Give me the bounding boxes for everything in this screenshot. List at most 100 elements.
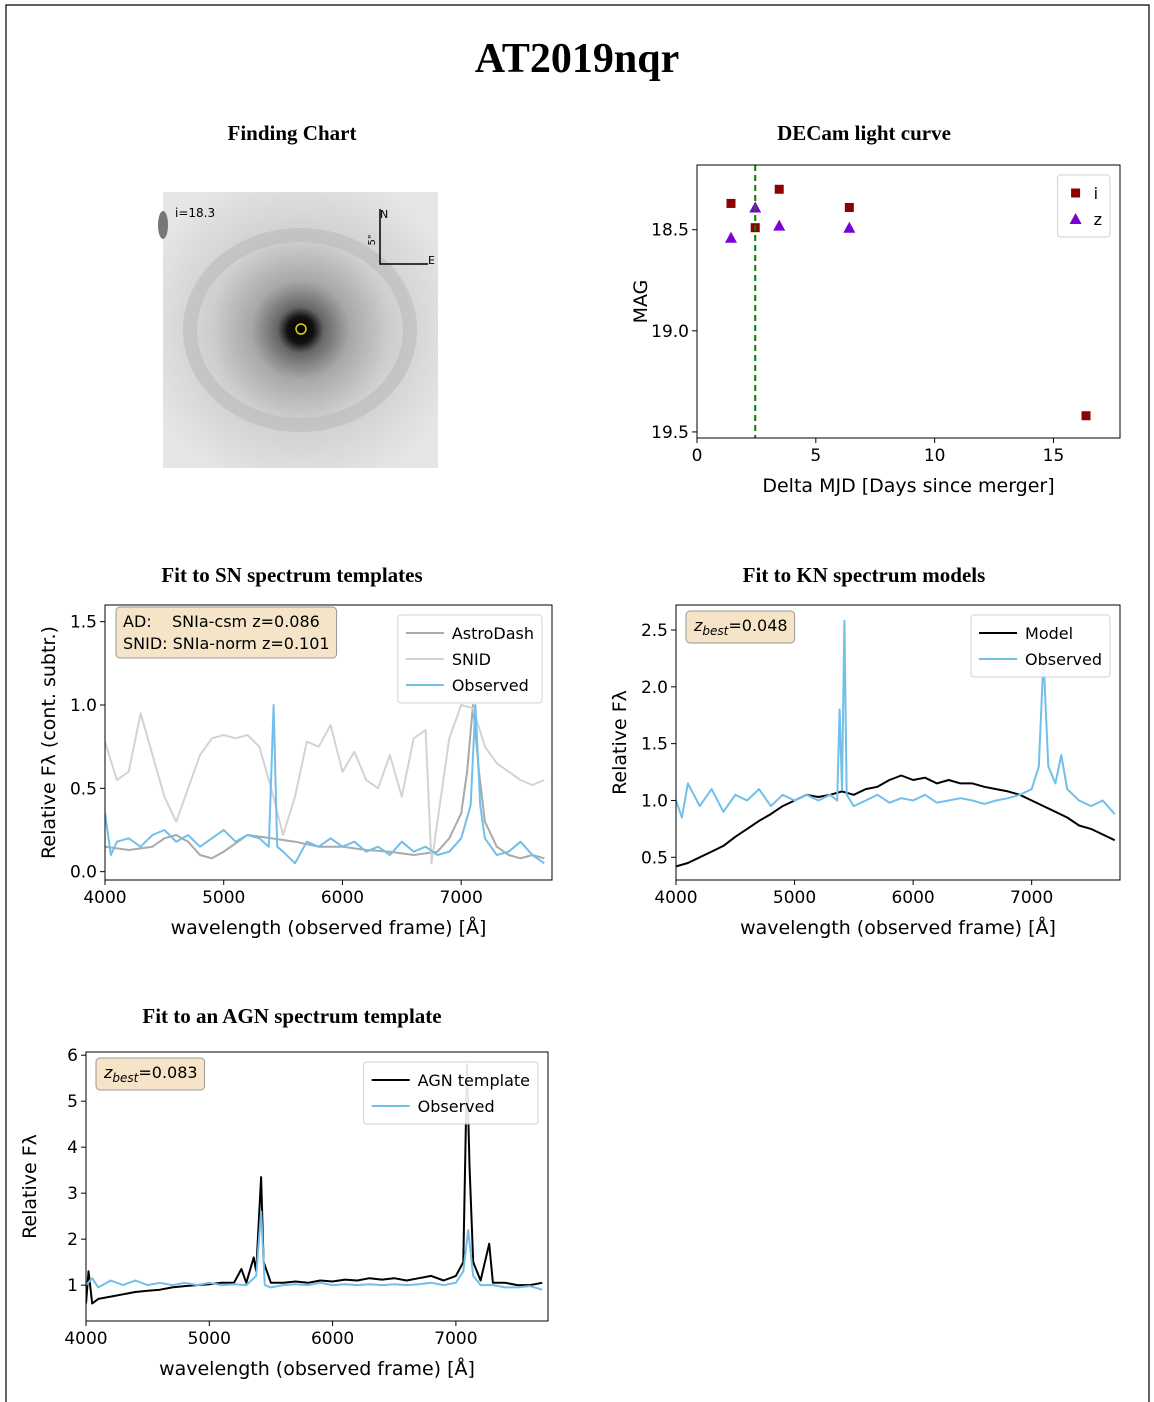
axes-frame bbox=[85, 1051, 549, 1322]
chart-panel: 4000 5000 6000 7000 0.5 1.0 1.5 2.0 2.5 wavelengt… bbox=[609, 604, 1121, 939]
axes-frame bbox=[675, 604, 1121, 881]
annotation: zbest=0.083 bbox=[95, 1057, 206, 1091]
legend-marker bbox=[1069, 213, 1082, 224]
legend-box bbox=[397, 614, 543, 704]
annotation: zbest=0.048 bbox=[685, 610, 796, 644]
compass bbox=[379, 209, 428, 265]
y-tick-label: 0.0 bbox=[70, 863, 97, 883]
series-line bbox=[676, 619, 1116, 819]
series-line bbox=[105, 704, 545, 860]
marker bbox=[726, 198, 736, 208]
legend-marker bbox=[1071, 188, 1081, 198]
plot-area bbox=[676, 619, 1116, 868]
legend-box bbox=[1057, 174, 1111, 238]
x-tick-label: 10 bbox=[924, 446, 946, 466]
x-tick-label: 15 bbox=[1043, 446, 1065, 466]
x-tick-label: 7000 bbox=[434, 1329, 477, 1349]
annotation-value: =0.048 bbox=[728, 616, 787, 635]
finding-chart: i=18.3 N E 5" bbox=[158, 192, 438, 468]
annotation-line: SNID: SNIa-norm z=0.101 bbox=[123, 634, 330, 653]
plot-area bbox=[724, 165, 1091, 438]
annotation-sub: best bbox=[112, 1071, 139, 1085]
legend: Model Observed bbox=[970, 614, 1111, 678]
annotation-sub: best bbox=[702, 624, 729, 638]
series-line bbox=[676, 774, 1116, 868]
y-tick-label: 6 bbox=[67, 1046, 78, 1066]
magnitude-label: i=18.3 bbox=[175, 206, 215, 220]
x-axis-label: wavelength (observed frame) [Å] bbox=[159, 1357, 475, 1380]
annotation-line: AD: SNIa-csm z=0.086 bbox=[123, 612, 320, 631]
legend-label: z bbox=[1094, 210, 1102, 229]
y-axis-label: Relative Fλ (cont. subtr.) bbox=[38, 626, 60, 859]
x-tick-label: 5000 bbox=[188, 1329, 231, 1349]
y-tick-label: 18.5 bbox=[651, 221, 689, 241]
x-tick-label: 5000 bbox=[202, 888, 245, 908]
panel-title: Fit to an AGN spectrum template bbox=[142, 1004, 441, 1028]
x-axis-label: wavelength (observed frame) [Å] bbox=[740, 916, 1056, 939]
plot-area bbox=[86, 1063, 543, 1305]
y-tick-label: 1 bbox=[67, 1276, 78, 1296]
marker bbox=[844, 202, 854, 212]
x-tick-label: 4000 bbox=[83, 888, 126, 908]
y-tick-label: 4 bbox=[67, 1138, 78, 1158]
x-tick-label: 6000 bbox=[311, 1329, 354, 1349]
axes-frame bbox=[104, 604, 553, 881]
y-tick-label: 1.5 bbox=[70, 613, 97, 633]
legend-box bbox=[363, 1061, 539, 1125]
panel-title: Fit to KN spectrum models bbox=[743, 563, 986, 587]
panel-title: DECam light curve bbox=[777, 121, 951, 145]
north-label: N bbox=[380, 208, 388, 221]
legend-label: Observed bbox=[1025, 650, 1102, 669]
page-title: AT2019nqr bbox=[475, 36, 680, 82]
marker bbox=[773, 219, 786, 231]
y-tick-label: 1.5 bbox=[641, 735, 668, 755]
legend: iz bbox=[1057, 174, 1111, 238]
panel-title: Fit to SN spectrum templates bbox=[161, 563, 422, 587]
east-label: E bbox=[428, 254, 435, 267]
x-axis-label: wavelength (observed frame) [Å] bbox=[171, 916, 487, 939]
x-tick-label: 4000 bbox=[654, 888, 697, 908]
plot-area bbox=[105, 704, 545, 865]
edge-source bbox=[158, 211, 168, 239]
legend-box bbox=[970, 614, 1111, 678]
legend-label: AGN template bbox=[418, 1071, 530, 1090]
chart-panel: 4000 5000 6000 7000 1 2 3 4 5 6 wavelength (observ… bbox=[19, 1046, 549, 1380]
y-axis-label: MAG bbox=[630, 280, 652, 324]
marker bbox=[724, 231, 737, 243]
y-axis-label: Relative Fλ bbox=[609, 690, 631, 795]
series-line bbox=[105, 704, 545, 865]
legend-label: Observed bbox=[418, 1097, 495, 1116]
legend-label: AstroDash bbox=[452, 624, 534, 643]
spiral-arm bbox=[183, 228, 417, 432]
x-axis-label: Delta MJD [Days since merger] bbox=[762, 475, 1054, 497]
legend-label: Observed bbox=[452, 676, 529, 695]
y-tick-label: 19.5 bbox=[651, 423, 689, 443]
legend-label: Model bbox=[1025, 624, 1073, 643]
marker bbox=[774, 184, 784, 194]
y-tick-label: 2.5 bbox=[641, 621, 668, 641]
series-line bbox=[86, 1063, 543, 1305]
x-tick-label: 6000 bbox=[321, 888, 364, 908]
y-tick-label: 0.5 bbox=[641, 848, 668, 868]
y-tick-label: 19.0 bbox=[651, 322, 689, 342]
series-line bbox=[86, 1210, 543, 1291]
x-tick-label: 7000 bbox=[440, 888, 483, 908]
target-circle bbox=[295, 323, 307, 335]
x-tick-label: 5000 bbox=[773, 888, 816, 908]
x-tick-label: 5 bbox=[810, 446, 821, 466]
scale-label: 5" bbox=[367, 235, 378, 246]
annotation-text: zbest=0.048 bbox=[693, 616, 788, 638]
x-tick-label: 7000 bbox=[1010, 888, 1053, 908]
y-tick-label: 1.0 bbox=[70, 696, 97, 716]
x-tick-label: 4000 bbox=[64, 1329, 107, 1349]
legend: AGN template Observed bbox=[363, 1061, 539, 1125]
y-tick-label: 2.0 bbox=[641, 678, 668, 698]
annotation-box bbox=[685, 610, 796, 644]
annotation-var: z bbox=[103, 1063, 113, 1082]
chart-panel: 0 5 10 15 18.5 19.0 19.5 Delta MJD [Days since … bbox=[630, 164, 1121, 497]
annotation-box bbox=[95, 1057, 206, 1091]
y-tick-label: 0.5 bbox=[70, 779, 97, 799]
y-tick-label: 1.0 bbox=[641, 791, 668, 811]
y-tick-label: 3 bbox=[67, 1184, 78, 1204]
series-line bbox=[105, 704, 545, 865]
